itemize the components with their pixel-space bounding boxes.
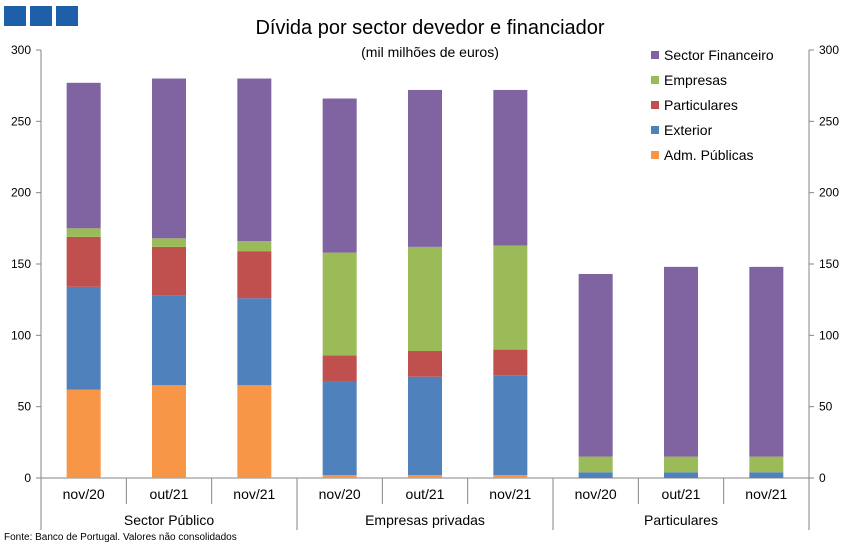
bar-empresas bbox=[237, 241, 272, 252]
bar-adm-p-blicas bbox=[493, 475, 528, 478]
legend-swatch bbox=[651, 126, 659, 134]
x-tick-label: nov/20 bbox=[575, 486, 617, 502]
bar-sector-financeiro bbox=[237, 78, 272, 242]
y-tick-label-left: 300 bbox=[11, 43, 31, 57]
y-tick-label-right: 100 bbox=[819, 328, 839, 342]
bar-particulares bbox=[66, 236, 101, 287]
bar-adm-p-blicas bbox=[152, 385, 186, 478]
bar-sector-financeiro bbox=[578, 273, 613, 457]
bar-sector-financeiro bbox=[322, 98, 357, 253]
bar-exterior bbox=[493, 375, 528, 476]
x-tick-label: out/21 bbox=[150, 486, 189, 502]
x-tick-label: nov/20 bbox=[63, 486, 105, 502]
x-tick-label: out/21 bbox=[662, 486, 701, 502]
group-label: Sector Público bbox=[124, 512, 214, 528]
legend-label: Empresas bbox=[664, 72, 727, 88]
bar-empresas bbox=[322, 252, 357, 356]
x-tick-label: nov/20 bbox=[319, 486, 361, 502]
y-tick-label-right: 50 bbox=[819, 400, 833, 414]
bar-exterior bbox=[66, 286, 101, 390]
source-note: Fonte: Banco de Portugal. Valores não co… bbox=[4, 532, 237, 543]
bar-sector-financeiro bbox=[66, 82, 101, 229]
bar-empresas bbox=[66, 228, 101, 237]
legend-label: Sector Financeiro bbox=[664, 47, 774, 63]
bar-sector-financeiro bbox=[408, 89, 442, 247]
group-label: Particulares bbox=[644, 512, 718, 528]
x-tick-label: nov/21 bbox=[233, 486, 275, 502]
bar-sector-financeiro bbox=[749, 266, 784, 457]
bar-exterior bbox=[152, 295, 186, 386]
bar-sector-financeiro bbox=[664, 266, 698, 457]
x-tick-label: nov/21 bbox=[489, 486, 531, 502]
legend-swatch bbox=[651, 51, 659, 59]
bar-empresas bbox=[664, 456, 698, 473]
legend-swatch bbox=[651, 76, 659, 84]
y-tick-label-right: 250 bbox=[819, 114, 839, 128]
y-tick-label-right: 0 bbox=[819, 471, 826, 485]
bar-exterior bbox=[322, 380, 357, 476]
x-tick-label: out/21 bbox=[406, 486, 445, 502]
y-tick-label-left: 150 bbox=[11, 257, 31, 271]
bar-particulares bbox=[493, 349, 528, 376]
x-tick-label: nov/21 bbox=[745, 486, 787, 502]
chart-subtitle: (mil milhões de euros) bbox=[361, 44, 499, 60]
y-tick-label-right: 300 bbox=[819, 43, 839, 57]
y-tick-label-left: 50 bbox=[18, 400, 32, 414]
bar-adm-p-blicas bbox=[66, 389, 101, 478]
legend-swatch bbox=[651, 151, 659, 159]
logo-block bbox=[30, 6, 52, 26]
bar-particulares bbox=[152, 246, 186, 296]
y-tick-label-right: 200 bbox=[819, 186, 839, 200]
chart-title: Dívida por sector devedor e financiador bbox=[255, 17, 604, 39]
y-tick-label-left: 100 bbox=[11, 328, 31, 342]
bar-exterior bbox=[749, 472, 784, 478]
bar-empresas bbox=[578, 456, 613, 473]
legend-label: Particulares bbox=[664, 97, 738, 113]
bar-particulares bbox=[237, 251, 272, 299]
y-tick-label-right: 150 bbox=[819, 257, 839, 271]
bar-sector-financeiro bbox=[152, 78, 186, 239]
legend-label: Exterior bbox=[664, 122, 713, 138]
bar-particulares bbox=[408, 351, 442, 377]
bar-empresas bbox=[408, 246, 442, 352]
logo-block bbox=[4, 6, 26, 26]
bar-empresas bbox=[749, 456, 784, 473]
y-tick-label-left: 200 bbox=[11, 186, 31, 200]
bar-adm-p-blicas bbox=[408, 475, 442, 478]
legend-swatch bbox=[651, 101, 659, 109]
bar-adm-p-blicas bbox=[322, 475, 357, 478]
group-label: Empresas privadas bbox=[365, 512, 485, 528]
bar-empresas bbox=[152, 238, 186, 247]
y-tick-label-left: 250 bbox=[11, 114, 31, 128]
bar-adm-p-blicas bbox=[237, 385, 272, 478]
bar-exterior bbox=[664, 472, 698, 478]
bar-exterior bbox=[237, 298, 272, 386]
plot-area: 0 0 50 50 100 100 150 150 200 200 250 250 300 300 nov/… bbox=[11, 43, 839, 530]
y-tick-label-left: 0 bbox=[24, 471, 31, 485]
logo-block bbox=[56, 6, 78, 26]
bar-exterior bbox=[578, 472, 613, 478]
bar-exterior bbox=[408, 376, 442, 476]
bar-empresas bbox=[493, 245, 528, 350]
chart-legend: Sector Financeiro Empresas Particulares Ext… bbox=[651, 47, 774, 163]
bar-particulares bbox=[322, 355, 357, 381]
bar-sector-financeiro bbox=[493, 89, 528, 246]
legend-label: Adm. Públicas bbox=[664, 147, 753, 163]
